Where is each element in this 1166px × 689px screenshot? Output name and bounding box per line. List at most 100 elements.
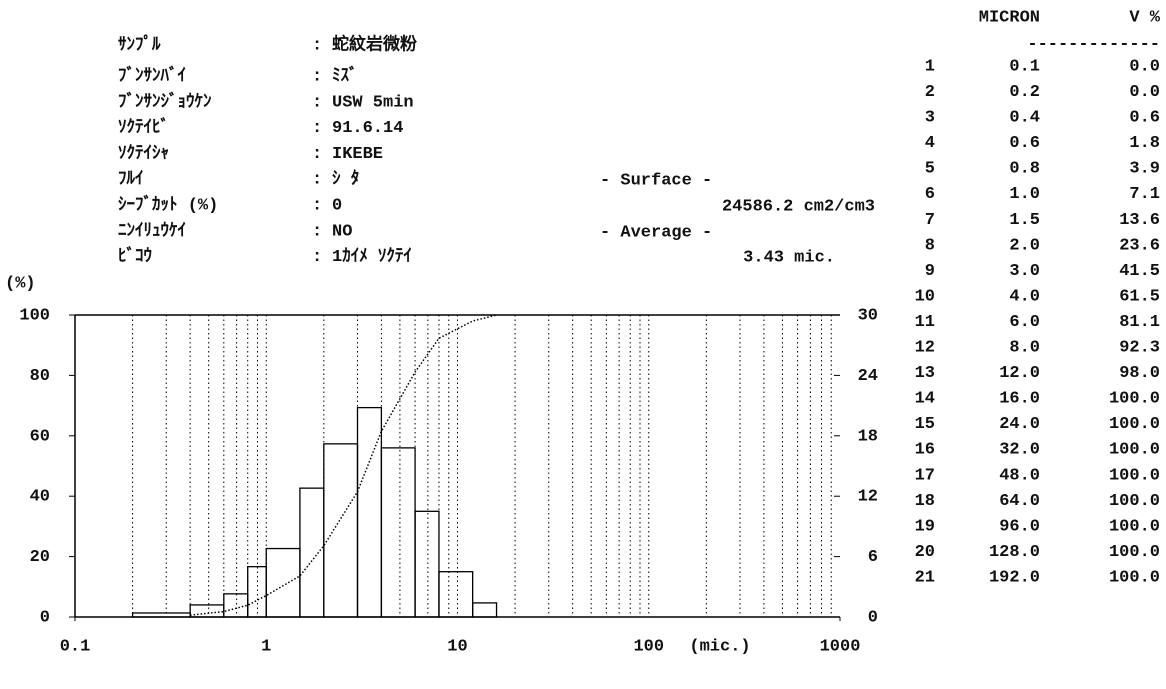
field-separator: : — [312, 248, 322, 267]
average-title: - Average - — [600, 223, 712, 242]
field-label: ｿｸﾃｲｼｬ — [118, 143, 169, 164]
field-value: IKEBE — [332, 145, 383, 164]
micron: 0.2 — [1009, 83, 1040, 102]
bar — [265, 547, 301, 618]
field-value: NO — [332, 222, 352, 241]
field-value: 蛇紋岩微粉 — [332, 33, 417, 55]
field-separator: : — [312, 36, 322, 55]
micron: 16.0 — [999, 390, 1040, 409]
row-index: 6 — [925, 185, 935, 204]
y-tick-label: 0 — [40, 608, 50, 627]
volume-percent: 100.0 — [1109, 390, 1160, 409]
y-tick-label: 80 — [30, 367, 50, 386]
field-separator: : — [312, 171, 322, 190]
bar — [223, 593, 249, 618]
x-tick-label: 0.1 — [60, 637, 91, 656]
micron: 0.6 — [1009, 134, 1040, 153]
volume-percent: 98.0 — [1119, 364, 1160, 383]
average-value: 3.43 mic. — [743, 248, 835, 267]
surface-title: - Surface - — [600, 171, 712, 190]
row-index: 16 — [915, 441, 935, 460]
row-index: 8 — [925, 236, 935, 255]
volume-percent: 61.5 — [1119, 287, 1160, 306]
surface-value: 24586.2 cm2/cm3 — [722, 197, 875, 216]
y2-tick-label: 12 — [858, 488, 878, 507]
volume-percent: 100.0 — [1109, 466, 1160, 485]
micron: 8.0 — [1009, 339, 1040, 358]
bar — [471, 602, 498, 618]
field-separator: : — [312, 119, 322, 138]
volume-percent: 13.6 — [1119, 211, 1160, 230]
column-header: MICRON — [979, 8, 1040, 27]
micron: 32.0 — [999, 441, 1040, 460]
volume-percent: 100.0 — [1109, 415, 1160, 434]
row-index: 5 — [925, 160, 935, 179]
field-label: ﾌﾞﾝｻﾝﾊﾞｲ — [118, 64, 186, 86]
micron: 4.0 — [1009, 287, 1040, 306]
field-label: ﾌﾞﾝｻﾝｼﾞｮｳｹﾝ — [118, 90, 212, 112]
table-rule: ------------- — [1027, 35, 1160, 54]
micron: 1.0 — [1009, 185, 1040, 204]
field-value: ｼ ﾀ — [332, 169, 359, 190]
micron: 24.0 — [999, 415, 1040, 434]
y-tick-label: 60 — [30, 427, 50, 446]
bar — [414, 510, 440, 618]
x-tick-label: 100 — [633, 637, 664, 656]
bar — [299, 487, 325, 618]
row-index: 3 — [925, 109, 935, 128]
field-value: 91.6.14 — [332, 119, 403, 138]
volume-percent: 23.6 — [1119, 236, 1160, 255]
volume-percent: 100.0 — [1109, 517, 1160, 536]
bar — [380, 447, 416, 618]
row-index: 12 — [915, 339, 935, 358]
micron: 48.0 — [999, 466, 1040, 485]
volume-percent: 41.5 — [1119, 262, 1160, 281]
volume-percent: 7.1 — [1129, 185, 1160, 204]
field-label: ｻﾝﾌﾟﾙ — [118, 33, 161, 55]
volume-percent: 100.0 — [1109, 568, 1160, 587]
row-index: 2 — [925, 83, 935, 102]
volume-percent: 0.6 — [1129, 109, 1160, 128]
micron: 6.0 — [1009, 313, 1040, 332]
micron: 0.8 — [1009, 160, 1040, 179]
field-label: ﾋﾞｺｳ — [118, 245, 152, 267]
micron: 3.0 — [1009, 262, 1040, 281]
micron: 12.0 — [999, 364, 1040, 383]
row-index: 4 — [925, 134, 935, 153]
micron: 192.0 — [989, 568, 1040, 587]
volume-percent: 0.0 — [1129, 83, 1160, 102]
y-tick-label: 100 — [19, 306, 50, 325]
row-index: 10 — [915, 287, 935, 306]
y-tick-label: 40 — [30, 488, 50, 507]
field-separator: : — [312, 93, 322, 112]
field-label: ﾌﾙｲ — [118, 170, 144, 190]
micron: 1.5 — [1009, 211, 1040, 230]
row-index: 19 — [915, 517, 935, 536]
x-axis-label: (mic.) — [689, 637, 750, 656]
row-index: 13 — [915, 364, 935, 383]
field-value: 0 — [332, 196, 342, 215]
y2-tick-label: 6 — [868, 548, 878, 567]
row-index: 18 — [915, 492, 935, 511]
row-index: 21 — [915, 568, 935, 587]
x-tick-label: 1000 — [820, 637, 861, 656]
field-separator: : — [312, 145, 322, 164]
y2-tick-label: 0 — [868, 608, 878, 627]
column-header: V % — [1129, 8, 1160, 27]
row-index: 14 — [915, 390, 935, 409]
field-separator: : — [312, 196, 322, 215]
volume-percent: 100.0 — [1109, 543, 1160, 562]
x-tick-label: 10 — [447, 637, 467, 656]
field-label: ﾆﾝｲﾘｭｳｹｲ — [118, 220, 186, 241]
volume-percent: 100.0 — [1109, 492, 1160, 511]
y2-tick-label: 30 — [858, 306, 878, 325]
y2-tick-label: 18 — [858, 427, 878, 446]
bar — [438, 571, 474, 618]
field-value: 1ｶｲﾒ ｿｸﾃｲ — [332, 246, 412, 267]
micron: 0.4 — [1009, 109, 1040, 128]
row-index: 7 — [925, 211, 935, 230]
y-axis-label: (%) — [5, 274, 36, 293]
micron: 128.0 — [989, 543, 1040, 562]
volume-percent: 3.9 — [1129, 160, 1160, 179]
